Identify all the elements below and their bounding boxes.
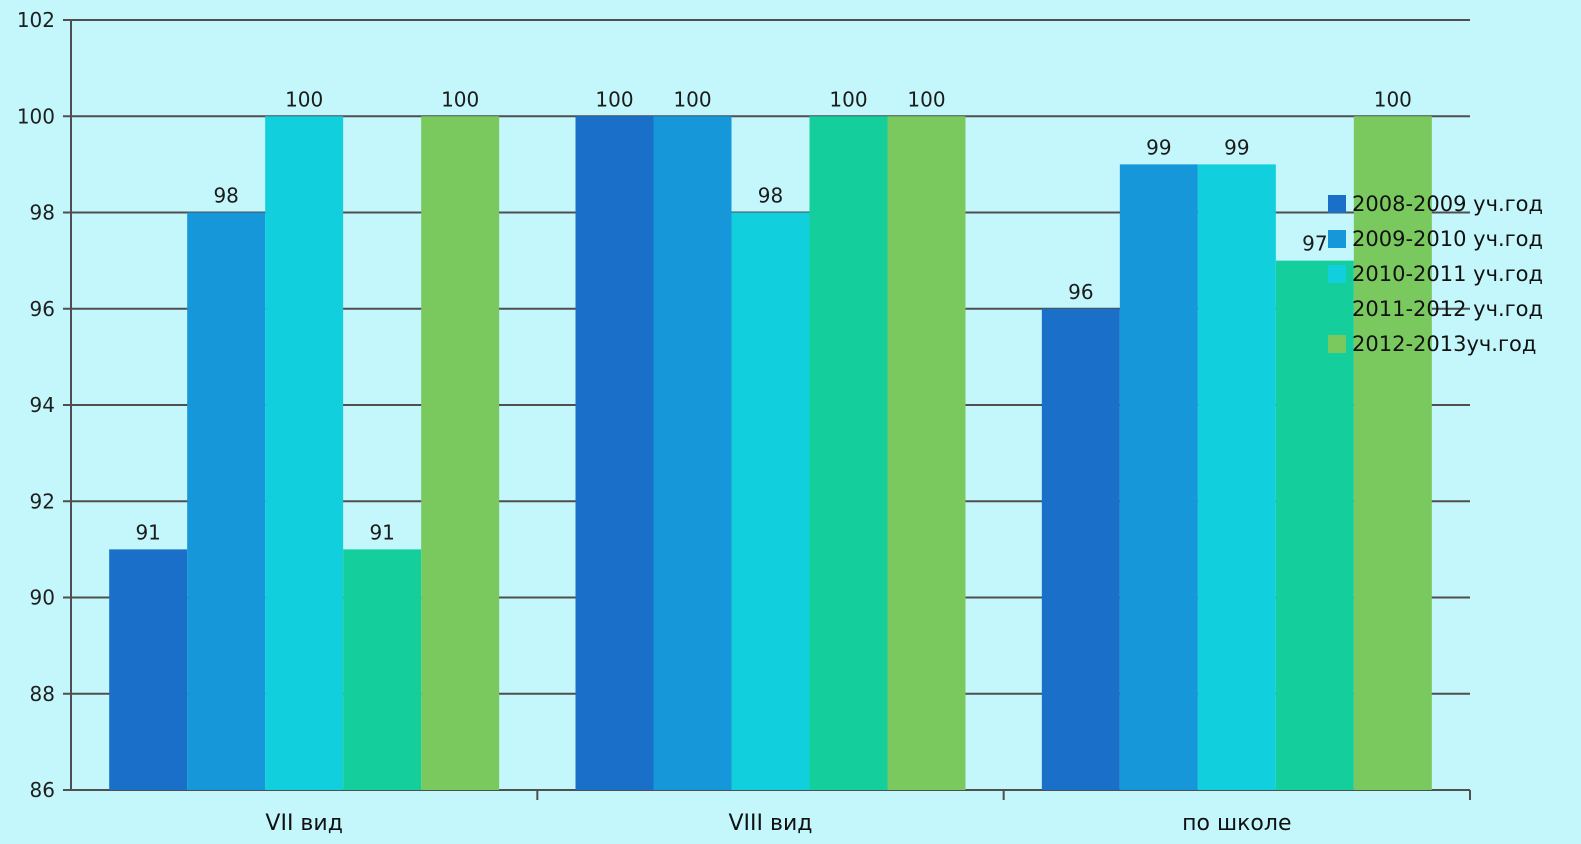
y-tick-label: 100 [17, 104, 55, 128]
legend-label-2: 2010-2011 уч.год [1352, 262, 1543, 286]
bar-0-2 [265, 116, 344, 790]
category-label-1: VIII вид [729, 811, 813, 836]
data-label-1-4: 100 [907, 87, 945, 111]
y-tick-label: 102 [17, 8, 55, 32]
data-label-1-1: 100 [673, 87, 711, 111]
legend-swatch-2 [1328, 265, 1346, 283]
legend: 2008-2009 уч.год 2009-2010 уч.год 2010-201… [1328, 192, 1543, 356]
bar-0-1 [187, 212, 266, 790]
legend-swatch-3 [1328, 300, 1346, 318]
data-label-0-3: 91 [369, 520, 394, 544]
data-label-0-0: 91 [135, 520, 160, 544]
category-label-0: VII вид [265, 811, 343, 836]
bar-0-4 [421, 116, 500, 790]
data-labels: 91 98 100 91 100 100 100 98 100 100 96 99 99 97 100 [135, 87, 1411, 544]
data-label-0-1: 98 [213, 184, 238, 208]
data-label-2-0: 96 [1068, 280, 1093, 304]
data-label-1-2: 98 [758, 184, 783, 208]
legend-label-0: 2008-2009 уч.год [1352, 192, 1543, 216]
data-label-0-2: 100 [285, 87, 323, 111]
data-label-2-3: 97 [1302, 232, 1327, 256]
y-tick-label: 98 [30, 201, 55, 225]
legend-swatch-0 [1328, 195, 1346, 213]
bar-1-3 [809, 116, 888, 790]
legend-label-1: 2009-2010 уч.год [1352, 227, 1543, 251]
y-tick-label: 96 [30, 297, 55, 321]
bar-2-4 [1353, 116, 1432, 790]
bar-1-4 [887, 116, 966, 790]
category-label-2: по школе [1182, 811, 1291, 836]
data-label-2-1: 99 [1146, 135, 1171, 159]
legend-swatch-1 [1328, 230, 1346, 248]
data-label-2-2: 99 [1224, 135, 1249, 159]
data-label-0-4: 100 [441, 87, 479, 111]
bar-0-3 [343, 549, 422, 790]
y-tick-label: 88 [30, 682, 55, 706]
data-label-1-0: 100 [595, 87, 633, 111]
bars [109, 116, 1432, 790]
bar-1-2 [731, 212, 810, 790]
legend-label-3: 2011-2012 уч.год [1352, 297, 1543, 321]
bar-2-1 [1119, 164, 1198, 790]
data-label-2-4: 100 [1374, 87, 1412, 111]
y-tick-label: 92 [30, 489, 55, 513]
bar-2-2 [1197, 164, 1276, 790]
bar-2-0 [1041, 308, 1120, 790]
legend-label-4: 2012-2013уч.год [1352, 332, 1536, 356]
y-tick-label: 90 [30, 586, 55, 610]
bar-1-0 [575, 116, 654, 790]
data-label-1-3: 100 [829, 87, 867, 111]
y-tick-label: 86 [30, 778, 55, 802]
bar-1-1 [653, 116, 732, 790]
bar-0-0 [109, 549, 188, 790]
legend-swatch-4 [1328, 335, 1346, 353]
y-tick-label: 94 [30, 393, 55, 417]
